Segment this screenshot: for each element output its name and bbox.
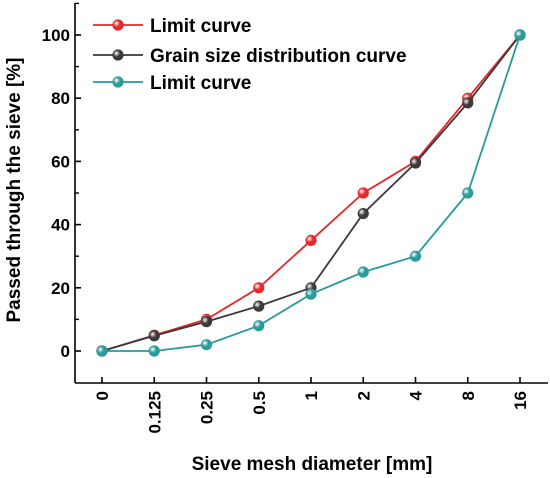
x-tick-label: 8 — [459, 391, 478, 400]
data-point — [462, 187, 474, 199]
legend-item: Grain size distribution curve — [93, 46, 407, 67]
y-tick-label: 40 — [51, 216, 70, 235]
legend-item: Limit curve — [93, 73, 251, 94]
data-point — [514, 29, 526, 41]
x-tick-label: 1 — [302, 391, 321, 400]
x-tick-label: 0.125 — [145, 391, 164, 434]
data-point — [148, 330, 160, 342]
legend-marker — [112, 76, 124, 88]
series — [96, 29, 526, 357]
data-point — [96, 345, 108, 357]
legend-item: Limit curve — [93, 16, 251, 37]
y-tick-label: 100 — [42, 26, 70, 45]
legend-label: Limit curve — [150, 73, 251, 94]
y-tick-label: 80 — [51, 89, 70, 108]
data-point — [200, 339, 213, 351]
y-ticks: 0 20 40 60 80 100 — [42, 2, 81, 361]
x-ticks: 0 0.125 0.25 0.5 1 2 4 8 16 — [93, 377, 530, 434]
legend-marker — [112, 19, 124, 31]
y-axis-title: Passed through the sieve [%] — [4, 57, 25, 322]
data-point — [305, 288, 317, 300]
data-point — [253, 320, 265, 332]
data-point — [462, 97, 474, 109]
data-point — [409, 157, 422, 169]
y-tick-label: 60 — [51, 152, 70, 171]
data-point — [357, 207, 369, 220]
data-point — [357, 187, 369, 199]
data-point — [200, 316, 213, 328]
data-point — [253, 300, 265, 312]
data-point — [357, 266, 369, 278]
series-3 — [96, 29, 526, 357]
x-axis-title: Sieve mesh diameter [mm] — [192, 454, 433, 475]
legend-label: Limit curve — [150, 16, 251, 37]
legend-label: Grain size distribution curve — [150, 46, 407, 67]
x-tick-label: 0.25 — [198, 391, 217, 424]
legend-marker — [112, 49, 124, 61]
data-point — [409, 250, 422, 262]
legend: Limit curve Grain size distribution curve… — [93, 16, 407, 94]
x-tick-label: 2 — [354, 391, 373, 400]
x-tick-label: 16 — [511, 391, 530, 410]
y-tick-label: 20 — [51, 279, 70, 298]
y-tick-label: 0 — [61, 342, 70, 361]
data-point — [253, 282, 265, 294]
x-tick-label: 4 — [407, 390, 426, 400]
data-point — [148, 345, 160, 357]
data-point — [305, 234, 317, 246]
x-tick-label: 0 — [93, 391, 112, 400]
x-tick-label: 0.5 — [250, 391, 269, 415]
